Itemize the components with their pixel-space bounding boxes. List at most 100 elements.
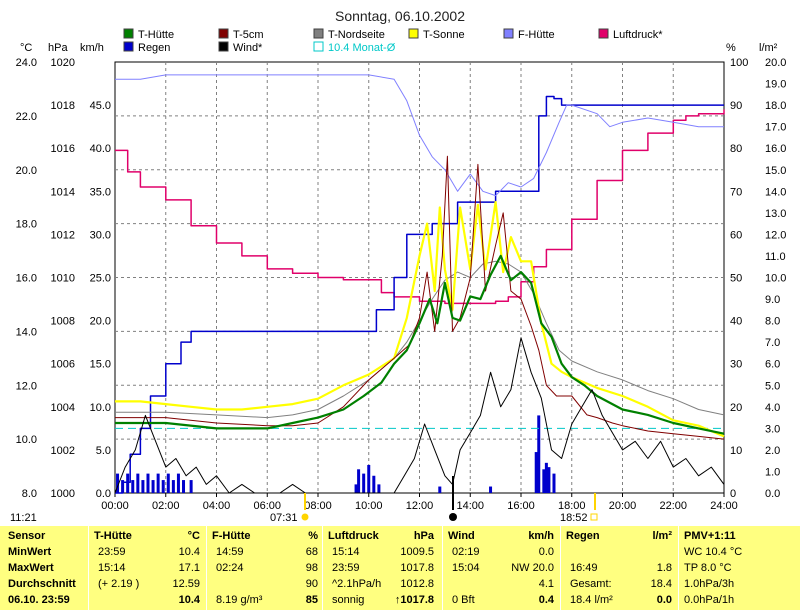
temp-tick-label: 20.0 xyxy=(16,165,37,177)
stats-value: 0.0 xyxy=(656,594,672,606)
temp-tick-label: 16.0 xyxy=(16,273,37,285)
stats-row: 4.1 xyxy=(444,576,560,592)
stats-time: 16:49 xyxy=(570,562,598,574)
row-label: MaxWert xyxy=(8,562,54,574)
series-line-f-h-tte xyxy=(115,74,724,197)
legend-swatch xyxy=(218,28,229,39)
rain-bar xyxy=(544,462,548,493)
stats-time: sonnig xyxy=(332,594,365,606)
stats-row: sonnig ↑1017.8 xyxy=(324,592,440,608)
legend-label: Luftdruck* xyxy=(613,29,663,41)
stats-row: 90 xyxy=(208,576,324,592)
rain-tick-label: 16.0 xyxy=(765,143,786,155)
stats-group: T-Hütte °C 23:59 10.4 15:14 17.1 (+ 2.19 ) 12.5… xyxy=(90,526,206,610)
group-unit: l/m² xyxy=(652,530,672,542)
group-header: F-Hütte xyxy=(212,530,251,542)
stats-value: 4.1 xyxy=(538,578,554,590)
divider xyxy=(322,526,323,610)
stats-row: 23:59 1017.8 xyxy=(324,560,440,576)
divider xyxy=(442,526,443,610)
stats-time: ^2.1hPa/h xyxy=(332,578,382,590)
x-tick-label: 24:00 xyxy=(710,500,738,512)
rain-tick-label: 5.0 xyxy=(765,380,780,392)
stats-value: 1017.8 xyxy=(400,562,434,574)
humidity-tick-label: 20 xyxy=(730,402,742,414)
group-unit: °C xyxy=(187,530,200,542)
legend-swatch xyxy=(598,28,609,39)
row-label-column: Sensor MinWert MaxWert Durchschnitt 06.1… xyxy=(0,526,90,610)
rain-bar xyxy=(547,467,551,493)
pressure-tick-label: 1018 xyxy=(51,100,75,112)
pressure-tick-label: 1016 xyxy=(51,143,75,155)
humidity-tick-label: 60 xyxy=(730,229,742,241)
stats-row: Gesamt: 18.4 xyxy=(562,576,678,592)
stats-row: 18.4 l/m² 0.0 xyxy=(562,592,678,608)
series-line-luftdruck xyxy=(115,109,725,305)
rain-tick-label: 2.0 xyxy=(765,445,780,457)
pmv-header: PMV+1:11 xyxy=(684,530,736,542)
rain-bar xyxy=(354,484,358,493)
stats-value: 90 xyxy=(305,578,318,590)
rain-tick-label: 0.0 xyxy=(765,488,780,500)
legend-label: T-Nordseite xyxy=(328,29,385,41)
series-line-t-h-tte xyxy=(115,254,725,435)
stats-value: 68 xyxy=(305,546,318,558)
legend-swatch xyxy=(218,41,229,52)
rain-bar xyxy=(377,484,381,493)
group-header-row: Luftdruck hPa xyxy=(324,528,440,544)
pmv-column: PMV+1:11 WC 10.4 °C TP 8.0 °C 1.0hPa/3h … xyxy=(680,526,800,610)
rain-tick-label: 3.0 xyxy=(765,423,780,435)
axes: 8.010.012.014.016.018.020.022.024.010001… xyxy=(16,57,787,512)
rain-tick-label: 13.0 xyxy=(765,208,786,220)
group-unit: % xyxy=(308,530,318,542)
x-tick-label: 04:00 xyxy=(203,500,231,512)
stats-group: Regen l/m² 16:49 1.8 Gesamt: 18.4 18.4 l/m² 0.0 xyxy=(562,526,678,610)
stats-value: 1.8 xyxy=(656,562,672,574)
stats-value: 0.4 xyxy=(538,594,554,606)
humidity-unit-label: % xyxy=(726,42,736,54)
sunrise-time: 07:31 xyxy=(270,512,298,524)
stats-value: 12.59 xyxy=(172,578,200,590)
group-header-row: F-Hütte% xyxy=(208,528,324,544)
wind-tick-label: 0.0 xyxy=(96,488,111,500)
rain-bar xyxy=(182,480,186,493)
stats-time: Gesamt: xyxy=(570,578,612,590)
stats-row: ^2.1hPa/h 1012.8 xyxy=(324,576,440,592)
stats-row: 10.4 xyxy=(90,592,206,608)
humidity-tick-label: 0 xyxy=(730,488,736,500)
rain-bar xyxy=(189,480,193,493)
wind-tick-label: 5.0 xyxy=(96,445,111,457)
pmv-line: 1.0hPa/3h xyxy=(684,578,735,590)
rain-bar xyxy=(116,473,120,493)
legend-label: T-Sonne xyxy=(423,29,465,41)
x-tick-label: 08:00 xyxy=(304,500,332,512)
humidity-tick-label: 10 xyxy=(730,445,742,457)
stats-time: 23:59 xyxy=(98,546,126,558)
rain-tick-label: 12.0 xyxy=(765,229,786,241)
series-line-regen xyxy=(115,95,724,494)
legend-label: T-5cm xyxy=(233,29,264,41)
pressure-tick-label: 1020 xyxy=(51,57,75,69)
row-label: Sensor xyxy=(8,530,46,542)
stats-row: 0 Bft 0.4 xyxy=(444,592,560,608)
rain-bar xyxy=(367,464,371,493)
stats-group: F-Hütte% 14:59 68 02:24 98 90 8.19 g/m³ 85 xyxy=(208,526,324,610)
legend-swatch xyxy=(503,28,514,39)
humidity-tick-label: 80 xyxy=(730,143,742,155)
x-tick-label: 10:00 xyxy=(355,500,383,512)
pressure-tick-label: 1004 xyxy=(51,402,75,414)
stats-value: 10.4 xyxy=(178,594,200,606)
x-tick-label: 20:00 xyxy=(609,500,637,512)
legend-label: Regen xyxy=(138,42,170,54)
temp-tick-label: 18.0 xyxy=(16,219,37,231)
temp-tick-label: 24.0 xyxy=(16,57,37,69)
pressure-tick-label: 1014 xyxy=(51,186,75,198)
humidity-tick-label: 50 xyxy=(730,273,742,285)
wind-tick-label: 10.0 xyxy=(90,402,111,414)
legend-swatch xyxy=(313,41,324,52)
stats-time: 8.19 g/m³ xyxy=(216,594,263,606)
stats-value: 1009.5 xyxy=(400,546,434,558)
rain-tick-label: 15.0 xyxy=(765,165,786,177)
rain-bar xyxy=(362,473,366,493)
rain-bar xyxy=(166,473,170,493)
